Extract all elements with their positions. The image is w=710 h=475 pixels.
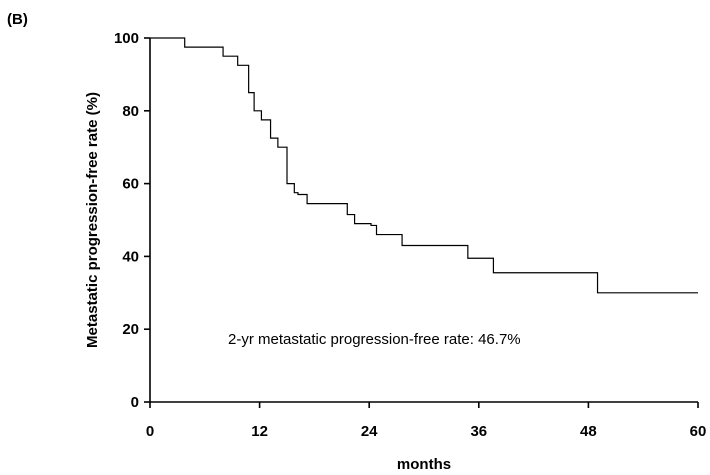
x-ticks: 0 12 24 36 48 60 (146, 402, 707, 440)
y-axis-label: Metastatic progression-free rate (%) (84, 92, 101, 348)
x-tick-label: 24 (361, 423, 378, 440)
y-tick-label: 20 (122, 321, 139, 338)
x-tick-label: 12 (251, 423, 268, 440)
annotation-text: 2-yr metastatic progression-free rate: 4… (228, 331, 521, 348)
x-tick-label: 60 (690, 423, 707, 440)
x-tick-label: 36 (470, 423, 487, 440)
y-tick-label: 0 (131, 394, 139, 411)
x-tick-label: 0 (146, 423, 154, 440)
y-ticks: 0 20 40 60 80 100 (114, 30, 150, 411)
panel-label: (B) (7, 11, 28, 28)
x-tick-label: 48 (580, 423, 597, 440)
survival-step-line (150, 37, 698, 294)
y-tick-label: 40 (122, 248, 139, 265)
y-tick-label: 80 (122, 103, 139, 120)
series-group (150, 37, 698, 294)
y-tick-label: 60 (122, 176, 139, 193)
axes (149, 38, 698, 403)
x-axis-label: months (397, 456, 451, 473)
y-tick-label: 100 (114, 30, 139, 47)
